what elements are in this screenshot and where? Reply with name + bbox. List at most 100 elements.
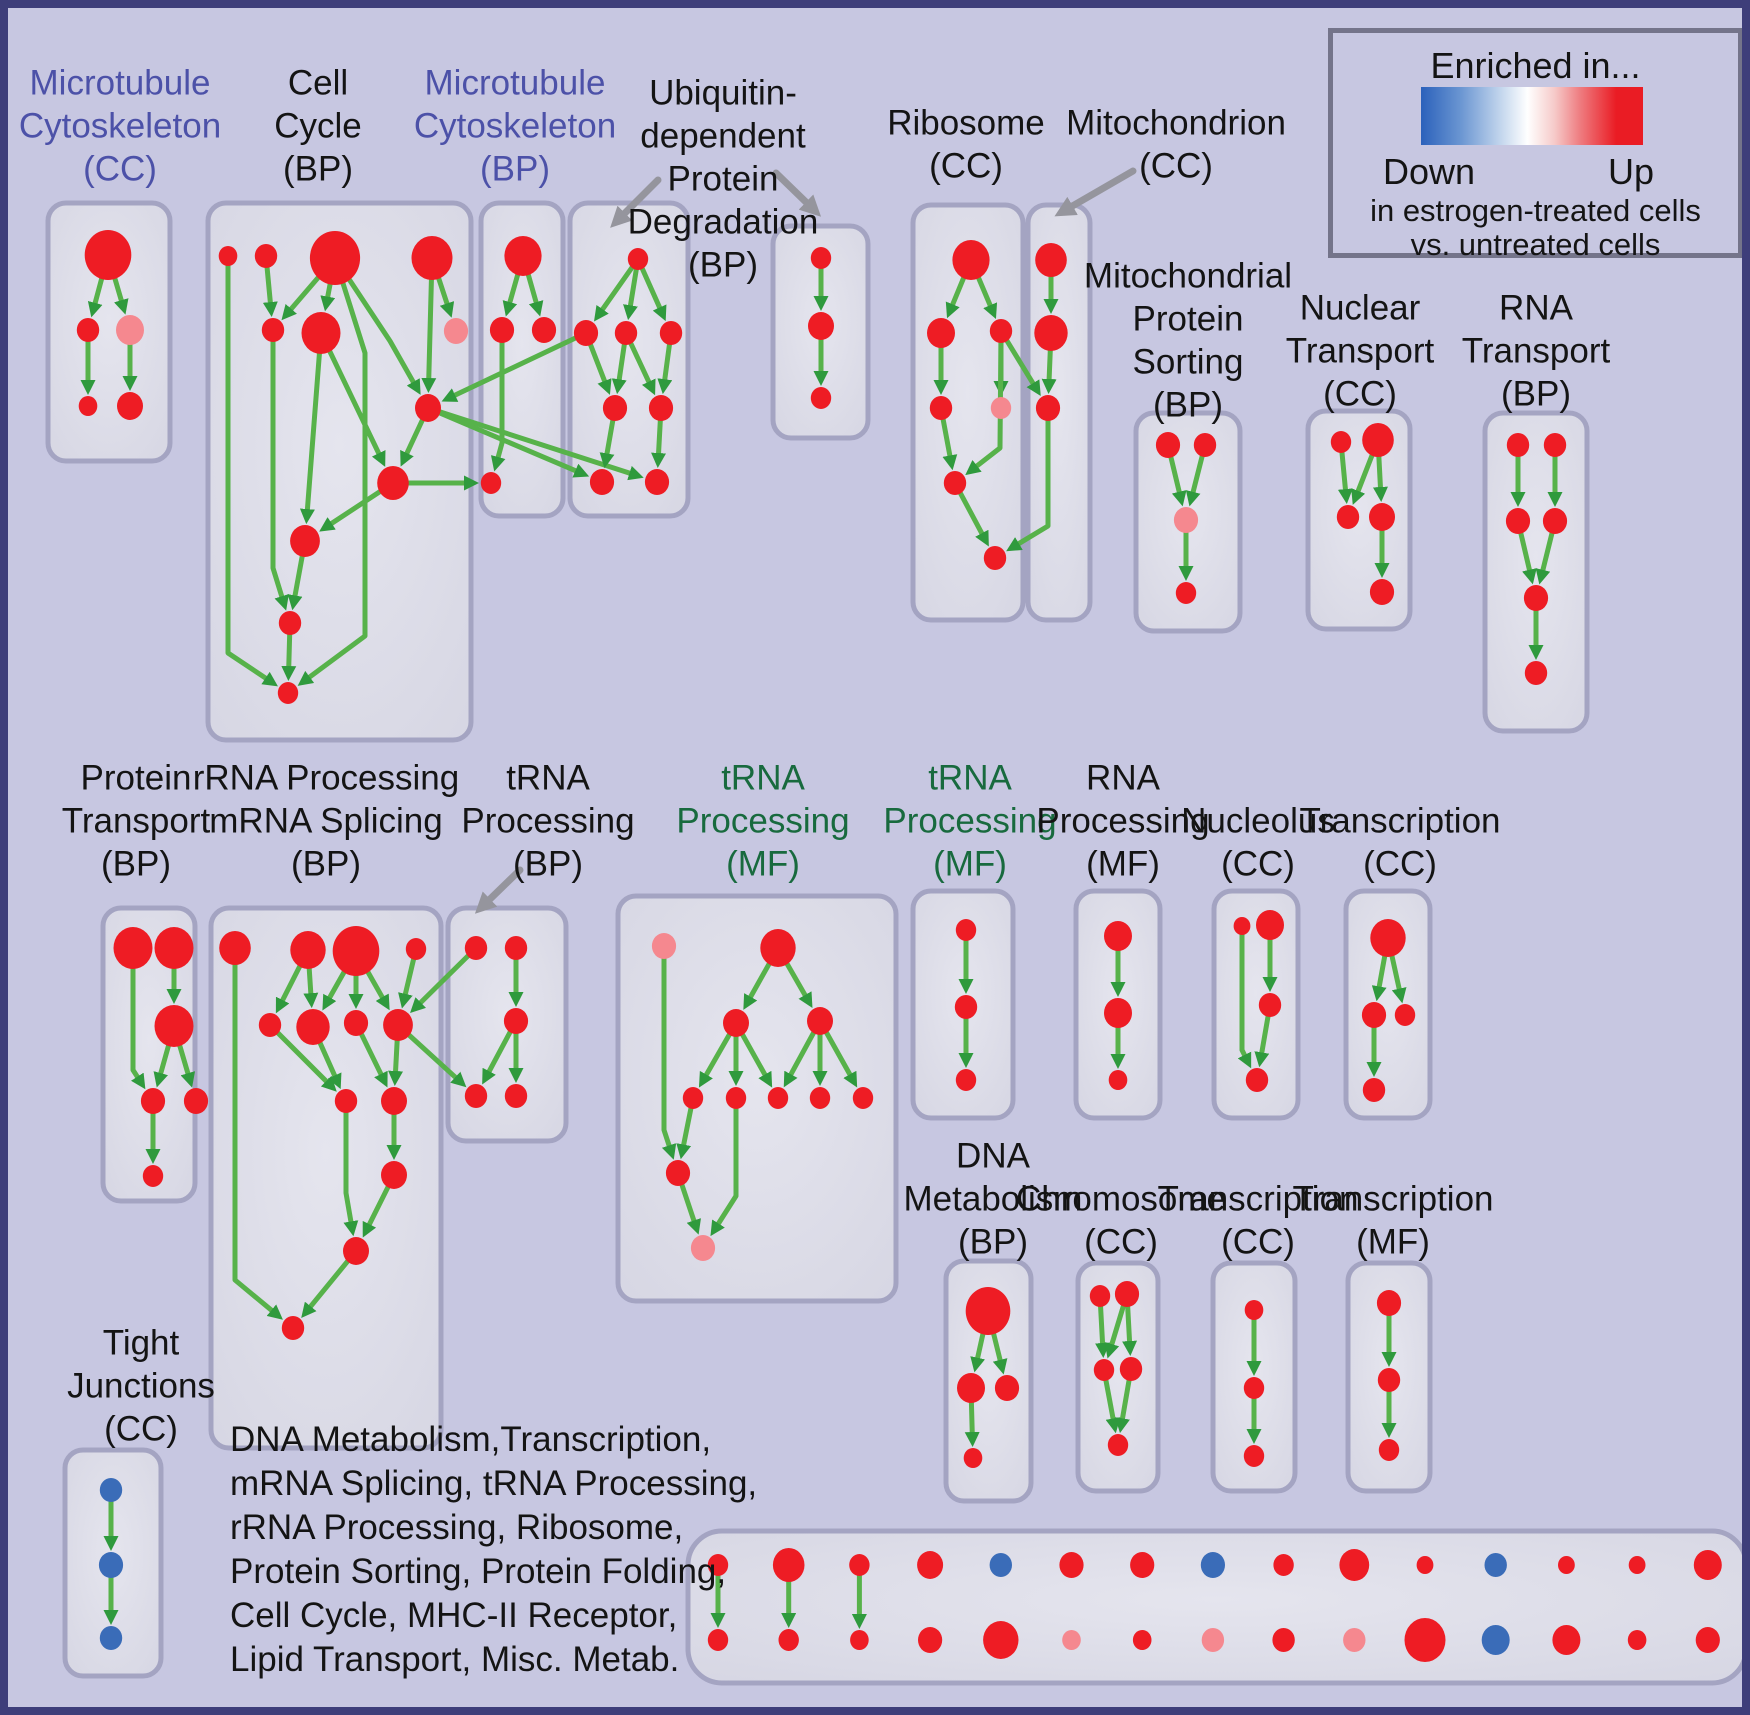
go-term-node-gt7 — [1200, 1552, 1225, 1578]
cluster-label: tRNA — [721, 759, 805, 798]
go-term-node-tt2 — [1114, 1281, 1140, 1307]
go-term-node-gb10 — [1404, 1618, 1446, 1662]
edge-arrow — [332, 255, 421, 395]
go-term-node-gb13 — [1627, 1630, 1647, 1650]
cluster-label: Nuclear — [1300, 289, 1421, 328]
go-term-node-gb9 — [1343, 1628, 1366, 1652]
cluster-label: Protein — [1133, 300, 1244, 339]
label-pointer-arrow — [1054, 167, 1137, 217]
go-term-node-c5 — [261, 318, 285, 342]
cluster-label: Nucleolus — [1181, 802, 1335, 841]
cluster-label: (BP) — [283, 150, 353, 189]
cluster-box-transcription-cc-1 — [1343, 888, 1433, 1121]
go-term-node-h3 — [1173, 507, 1199, 533]
edge-arrow — [270, 327, 289, 611]
go-term-node-r7 — [983, 546, 1007, 570]
go-term-node-k3 — [154, 1005, 194, 1047]
edge-arrow — [299, 330, 324, 525]
go-term-node-r1 — [952, 240, 990, 280]
go-term-node-gt2 — [849, 1554, 870, 1576]
go-term-node-b3 — [531, 317, 557, 343]
edge-arrow — [318, 330, 386, 467]
go-term-node-gt12 — [1558, 1556, 1575, 1574]
go-enrichment-network-figure: Microtubule Cytoskeleton (CC) Cell Cycle (BP)… — [19, 64, 1742, 1686]
go-term-node-p5 — [682, 1087, 704, 1109]
go-term-node-c2 — [254, 244, 278, 268]
go-term-node-a1 — [84, 230, 132, 280]
cluster-label: Transport — [62, 802, 211, 841]
edge-arrow — [593, 256, 641, 322]
go-term-node-x3 — [1394, 1004, 1416, 1026]
go-term-node-b2 — [489, 317, 515, 343]
go-term-node-r5 — [990, 397, 1012, 419]
cluster-label: Processing — [1036, 802, 1209, 841]
misc-line: rRNA Processing, Ribosome, — [230, 1508, 684, 1547]
edge-arrow — [343, 1098, 359, 1237]
go-term-node-u6 — [589, 469, 615, 495]
cluster-label: (BP) — [291, 845, 361, 884]
cluster-label: Cytoskeleton — [414, 107, 616, 146]
cluster-label: (MF) — [726, 845, 800, 884]
go-term-node-p6 — [725, 1087, 747, 1109]
legend-subtitle-line2: vs. untreated cells — [1410, 227, 1661, 262]
go-term-node-l3 — [332, 926, 380, 976]
go-term-node-t4 — [464, 1084, 488, 1108]
cluster-label: Cytoskeleton — [19, 107, 221, 146]
go-term-node-gb2 — [850, 1630, 869, 1650]
cluster-label: Transport — [1462, 332, 1611, 371]
cluster-label: (CC) — [1221, 1223, 1295, 1262]
go-term-node-n2 — [1256, 910, 1284, 940]
go-term-node-l7 — [343, 1010, 369, 1036]
cluster-box-misc-grid — [685, 1528, 1742, 1686]
go-term-node-o1 — [955, 919, 977, 941]
misc-line: mRNA Splicing, tRNA Processing, — [230, 1464, 758, 1503]
cluster-label: Transport — [1286, 332, 1435, 371]
cluster-label: Transcription — [1293, 1180, 1494, 1219]
legend-subtitle-line1: in estrogen-treated cells — [1370, 193, 1701, 228]
go-term-node-gt9 — [1339, 1549, 1370, 1581]
label-pointer-arrow — [772, 169, 822, 217]
go-term-node-gb12 — [1552, 1625, 1581, 1655]
go-term-node-i4 — [1369, 503, 1395, 531]
go-term-node-p8 — [809, 1087, 831, 1109]
misc-line: Protein Sorting, Protein Folding, — [230, 1552, 727, 1591]
go-term-node-q3 — [1108, 1070, 1128, 1090]
go-term-node-q2 — [1104, 998, 1132, 1028]
go-term-node-r4 — [929, 396, 953, 420]
go-term-node-gb14 — [1695, 1627, 1720, 1653]
go-term-node-tt1 — [1089, 1285, 1111, 1307]
go-term-node-c12 — [277, 682, 299, 704]
go-term-node-v2 — [808, 312, 834, 340]
go-term-node-i1 — [1330, 431, 1352, 453]
cluster-label: (BP) — [1153, 386, 1223, 425]
go-term-node-gb1 — [778, 1629, 799, 1651]
go-term-node-vv1 — [1376, 1290, 1402, 1316]
go-term-node-x1 — [1370, 919, 1406, 957]
go-term-node-l4 — [405, 938, 427, 960]
go-term-node-n3 — [1258, 993, 1282, 1017]
cluster-label: Tight — [103, 1324, 180, 1363]
go-term-node-a3 — [116, 315, 144, 345]
cluster-label: (BP) — [1501, 375, 1571, 414]
cluster-label: rRNA Processing — [193, 759, 459, 798]
edge-arrow — [267, 1022, 337, 1092]
cluster-label: Chromosome — [1016, 1180, 1226, 1219]
cluster-label: (CC) — [1221, 845, 1295, 884]
cluster-label: Protein — [81, 759, 192, 798]
go-term-node-j5 — [1523, 585, 1549, 611]
go-term-node-t1 — [464, 936, 488, 960]
go-term-node-gt5 — [1059, 1552, 1084, 1578]
go-term-node-c10 — [290, 525, 320, 557]
cluster-label: (CC) — [1323, 375, 1397, 414]
go-term-node-s3 — [994, 1375, 1020, 1401]
cluster-label: RNA — [1499, 289, 1574, 328]
cluster-label: Junctions — [67, 1367, 215, 1406]
go-term-node-u0 — [627, 248, 649, 270]
go-term-node-u7 — [644, 469, 670, 495]
edge-arrow — [410, 945, 479, 1014]
edge-arrow — [425, 405, 644, 481]
cluster-label: Ubiquitin- — [649, 74, 797, 113]
cluster-label: Transcription — [1300, 802, 1501, 841]
go-term-node-w2 — [98, 1552, 124, 1578]
go-term-node-c3 — [309, 231, 361, 285]
